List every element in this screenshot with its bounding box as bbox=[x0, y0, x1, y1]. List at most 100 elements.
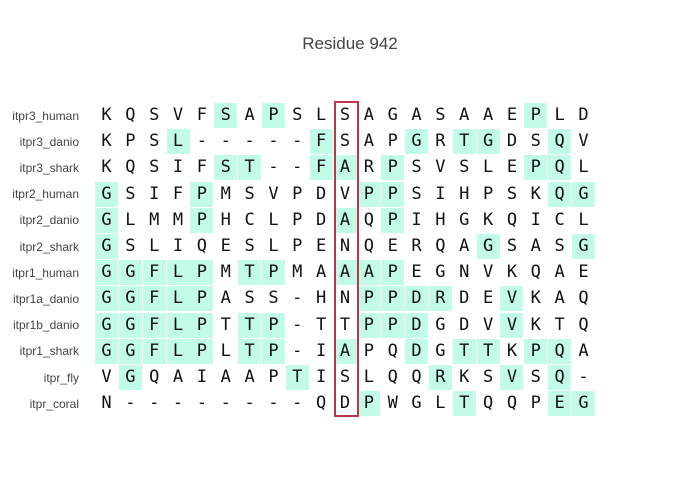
residue-cell: K bbox=[530, 183, 541, 204]
sequence-label: itpr2_human bbox=[12, 187, 79, 202]
residue-cell: P bbox=[387, 131, 398, 152]
sequence-label: itpr2_shark bbox=[19, 239, 79, 254]
residue-cell: L bbox=[268, 236, 279, 256]
residue-cell: Q bbox=[548, 338, 572, 364]
figure-title: Residue 942 bbox=[302, 34, 398, 53]
sequence-label: itpr3_danio bbox=[19, 134, 79, 149]
residue-cell: G bbox=[476, 129, 500, 155]
residue-cell: - bbox=[196, 131, 208, 152]
residue-cell: G bbox=[95, 312, 118, 338]
residue-cell: A bbox=[333, 260, 357, 286]
sequence-label: itpr1a_danio bbox=[12, 291, 79, 306]
residue-cell: P bbox=[381, 155, 405, 181]
residue-cell: P bbox=[261, 312, 285, 338]
residue-cell: F bbox=[142, 260, 166, 286]
residue-cell: I bbox=[316, 340, 327, 361]
residue-cell: D bbox=[316, 183, 327, 204]
residue-cell: Q bbox=[548, 155, 572, 181]
residue-cell: A bbox=[554, 262, 565, 283]
residue-cell: L bbox=[554, 105, 565, 125]
residue-cell: S bbox=[268, 288, 279, 309]
residue-cell: S bbox=[411, 157, 422, 178]
residue-cell: G bbox=[435, 314, 446, 335]
residue-cell: S bbox=[214, 103, 238, 128]
residue-cell: A bbox=[578, 340, 589, 361]
residue-cell: L bbox=[125, 209, 136, 230]
residue-cell: D bbox=[405, 338, 429, 364]
residue-cell: L bbox=[578, 209, 589, 230]
residue-cell: F bbox=[172, 183, 184, 204]
residue-cell: Q bbox=[435, 236, 446, 256]
residue-cell: L bbox=[268, 209, 279, 230]
residue-cell: G bbox=[405, 129, 429, 155]
residue-cell: P bbox=[524, 338, 548, 364]
residue-cell: H bbox=[459, 183, 470, 204]
sequence-label: itpr_fly bbox=[43, 370, 79, 385]
residue-cell: I bbox=[149, 183, 160, 204]
residue-cell: - bbox=[268, 393, 279, 414]
residue-cell: A bbox=[530, 236, 541, 256]
residue-cell: E bbox=[482, 288, 494, 309]
residue-cell: C bbox=[244, 209, 255, 230]
residue-cell: P bbox=[381, 260, 405, 286]
residue-cell: A bbox=[482, 105, 494, 125]
residue-cell: P bbox=[190, 207, 214, 233]
residue-cell: P bbox=[381, 207, 405, 233]
residue-cell: P bbox=[357, 286, 381, 312]
residue-cell: K bbox=[459, 367, 470, 387]
residue-cell: V bbox=[500, 286, 524, 312]
residue-cell: P bbox=[190, 312, 214, 338]
residue-cell: Q bbox=[578, 288, 589, 309]
residue-cell: A bbox=[333, 155, 357, 181]
residue-cell: - bbox=[220, 393, 231, 414]
residue-cell: - bbox=[292, 157, 303, 178]
residue-cell: S bbox=[530, 131, 541, 152]
residue-cell: L bbox=[482, 157, 494, 178]
residue-cell: - bbox=[149, 393, 160, 414]
residue-cell: Q bbox=[149, 367, 160, 387]
residue-cell: S bbox=[411, 183, 422, 204]
residue-cell: V bbox=[500, 312, 524, 338]
residue-cell: D bbox=[405, 286, 429, 312]
residue-cell: P bbox=[190, 181, 214, 207]
residue-cell: S bbox=[214, 155, 238, 181]
residue-cell: G bbox=[95, 260, 118, 286]
residue-cell: I bbox=[196, 367, 208, 387]
residue-cell: T bbox=[238, 338, 262, 364]
residue-cell: - bbox=[292, 340, 303, 361]
residue-cell: Q bbox=[387, 367, 398, 387]
residue-cell: V bbox=[101, 367, 112, 387]
residue-cell: L bbox=[363, 367, 374, 387]
residue-cell: F bbox=[142, 312, 166, 338]
residue-cell: S bbox=[459, 157, 470, 178]
residue-cell: S bbox=[125, 236, 136, 256]
residue-cell: A bbox=[172, 367, 184, 387]
residue-cell: T bbox=[238, 312, 262, 338]
residue-cell: S bbox=[554, 236, 565, 256]
residue-cell: D bbox=[506, 131, 518, 152]
residue-cell: L bbox=[166, 338, 190, 364]
residue-cell: K bbox=[530, 288, 541, 309]
residue-cell: K bbox=[101, 157, 112, 178]
residue-cell: A bbox=[244, 105, 255, 125]
residue-cell: P bbox=[292, 236, 303, 256]
residue-cell: A bbox=[316, 262, 327, 283]
residue-cell: Q bbox=[548, 365, 572, 390]
residue-cell: T bbox=[452, 338, 476, 364]
residue-cell: P bbox=[190, 338, 214, 364]
residue-cell: Q bbox=[411, 367, 422, 387]
residue-cell: W bbox=[387, 393, 398, 414]
sequence-label: itpr3_shark bbox=[19, 160, 79, 175]
residue-cell: G bbox=[387, 105, 398, 125]
residue-cell: M bbox=[220, 183, 231, 204]
residue-cell: P bbox=[292, 183, 303, 204]
residue-cell: D bbox=[459, 288, 470, 309]
residue-cell: T bbox=[476, 338, 500, 364]
residue-cell: - bbox=[292, 131, 303, 152]
residue-cell: S bbox=[339, 105, 351, 125]
residue-cell: Q bbox=[316, 393, 327, 414]
residue-cell: A bbox=[554, 288, 565, 309]
residue-cell: T bbox=[452, 129, 476, 155]
residue-cell: P bbox=[381, 181, 405, 207]
residue-cell: L bbox=[149, 236, 160, 256]
